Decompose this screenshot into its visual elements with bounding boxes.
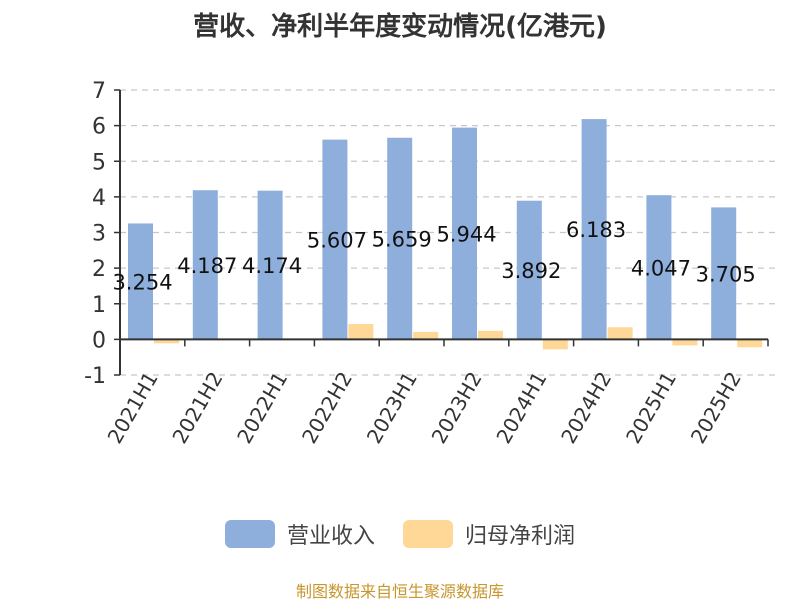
- revenue-data-label: 3.705: [696, 262, 756, 286]
- x-tick-label: 2025H1: [621, 368, 681, 448]
- net-profit-bar: [348, 324, 374, 340]
- legend-label-net-profit: 归母净利润: [465, 524, 576, 549]
- legend-swatch-net-profit: [403, 520, 453, 548]
- revenue-data-label: 4.047: [631, 256, 691, 280]
- revenue-bar: [516, 200, 542, 340]
- revenue-data-label: 5.659: [372, 228, 432, 252]
- revenue-data-label: 4.187: [177, 254, 237, 278]
- revenue-bar: [322, 139, 348, 340]
- revenue-bar: [387, 137, 413, 340]
- net-profit-bar: [542, 339, 568, 350]
- x-tick-label: 2023H2: [427, 368, 487, 448]
- y-tick-label: 4: [92, 186, 106, 211]
- net-profit-bar: [672, 339, 698, 346]
- revenue-data-label: 3.892: [501, 259, 561, 283]
- y-tick-label: -1: [84, 364, 106, 389]
- bar-chart: -1 0 1 2 3 4 5 6 7 3.254 2021H1 4.187 2021H2 4.174 202…: [84, 79, 778, 448]
- revenue-bar: [257, 190, 283, 340]
- revenue-data-label: 4.174: [242, 254, 302, 278]
- revenue-bar: [581, 119, 607, 340]
- legend-item-revenue[interactable]: 营业收入: [224, 518, 375, 550]
- net-profit-bar: [737, 339, 763, 348]
- x-tick-label: 2024H1: [491, 368, 551, 448]
- y-tick-label: 6: [92, 115, 106, 140]
- x-tick-label: 2022H1: [232, 368, 292, 448]
- legend-label-revenue: 营业收入: [286, 524, 375, 549]
- y-tick-label: 7: [92, 79, 106, 104]
- y-tick-label: 5: [92, 150, 106, 175]
- revenue-bar: [128, 223, 153, 340]
- net-profit-bar: [607, 327, 633, 340]
- y-tick-label: 3: [92, 222, 106, 247]
- y-tick-label: 1: [92, 293, 106, 318]
- x-tick-label: 2021H2: [167, 368, 227, 448]
- x-tick-label: 2022H2: [297, 368, 357, 448]
- x-tick-label: 2023H1: [362, 368, 422, 448]
- net-profit-bar: [478, 330, 503, 340]
- revenue-data-label: 5.607: [307, 229, 367, 253]
- revenue-data-label: 6.183: [566, 218, 626, 242]
- revenue-bar: [452, 127, 477, 340]
- x-tick-label: 2021H1: [103, 368, 163, 448]
- y-tick-label: 0: [92, 328, 106, 353]
- source-footer: 制图数据来自恒生聚源数据库: [295, 582, 504, 601]
- revenue-bar: [711, 207, 737, 340]
- revenue-bar: [646, 195, 672, 340]
- revenue-data-label: 3.254: [112, 270, 172, 294]
- x-tick-label: 2025H2: [686, 368, 746, 448]
- x-tick-label: 2024H2: [556, 368, 616, 448]
- revenue-bar: [192, 190, 218, 340]
- legend: 营业收入 归母净利润: [0, 518, 800, 550]
- net-profit-bar: [154, 339, 179, 344]
- net-profit-bar: [413, 331, 439, 340]
- y-tick-label: 2: [92, 257, 106, 282]
- legend-swatch-revenue: [224, 520, 275, 548]
- chart-title: 营收、净利半年度变动情况(亿港元): [193, 12, 607, 42]
- revenue-data-label: 5.944: [436, 222, 496, 246]
- legend-item-net-profit[interactable]: 归母净利润: [403, 518, 575, 550]
